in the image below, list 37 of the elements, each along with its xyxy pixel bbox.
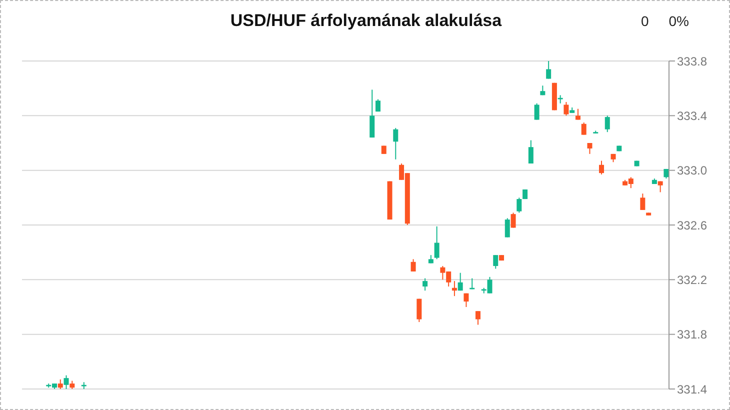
candlestick <box>375 98 380 112</box>
candlestick <box>640 193 646 210</box>
candlestick <box>510 212 516 228</box>
candlestick <box>422 278 428 292</box>
candlestick <box>434 226 440 260</box>
candlestick <box>528 140 534 164</box>
y-tick-label: 331.8 <box>677 328 708 342</box>
text: 0% <box>668 13 689 29</box>
candlestick <box>504 218 510 238</box>
y-tick-label: 332.6 <box>677 218 708 232</box>
candlestick <box>64 374 69 389</box>
candlestick <box>475 310 480 326</box>
candlestick <box>534 102 540 120</box>
y-tick-label: 331.4 <box>677 382 708 396</box>
y-tick-label: 333.0 <box>677 164 708 178</box>
candlestick <box>575 108 580 120</box>
candlestick <box>416 298 422 323</box>
candlestick <box>410 258 416 272</box>
candlestick <box>493 254 498 270</box>
candlestick <box>587 142 592 154</box>
candlestick <box>546 61 552 80</box>
candlestick <box>370 89 375 138</box>
candlestick <box>581 122 586 136</box>
text: 0 <box>640 13 649 29</box>
candlestick <box>458 272 463 292</box>
candlestick <box>599 160 604 175</box>
y-tick-label: 333.4 <box>677 108 708 123</box>
candlestick <box>393 127 398 160</box>
y-tick-label: 332.2 <box>677 272 708 287</box>
candlestick <box>564 102 569 116</box>
candlestick <box>516 197 522 214</box>
y-tick-label: 333.8 <box>677 54 708 68</box>
candlestick <box>464 292 469 308</box>
candlestick <box>452 280 457 297</box>
candlestick <box>58 378 63 389</box>
candlestick <box>604 115 610 133</box>
chart-title: USD/HUF árfolyamának alakulása <box>230 11 502 30</box>
